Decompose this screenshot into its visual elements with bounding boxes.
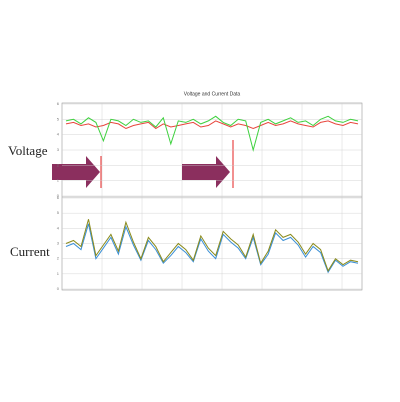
y-tick-label: 2	[57, 162, 60, 167]
current-label: Current	[10, 244, 50, 259]
y-tick-label: 3	[57, 147, 60, 152]
series-line	[65, 115, 359, 152]
y-tick-label: 1	[57, 271, 60, 276]
series-line	[65, 219, 359, 272]
y-tick-label: 4	[57, 225, 60, 230]
y-tick-label: 6	[57, 101, 60, 106]
y-tick-label: 0	[57, 193, 60, 198]
series-line	[65, 223, 359, 274]
series-line	[65, 120, 359, 130]
y-tick-label: 2	[57, 256, 60, 261]
y-tick-label: 5	[57, 116, 60, 121]
y-tick-label: 5	[57, 210, 60, 215]
arrow	[52, 156, 100, 188]
y-tick-label: 1	[57, 178, 60, 183]
arrow	[182, 156, 230, 188]
y-tick-label: 6	[57, 195, 60, 200]
y-tick-label: 4	[57, 132, 60, 137]
chart-title: Voltage and Current Data	[184, 91, 241, 97]
y-tick-label: 0	[57, 286, 60, 291]
y-tick-label: 3	[57, 241, 60, 246]
voltage-label: Voltage	[8, 143, 48, 158]
